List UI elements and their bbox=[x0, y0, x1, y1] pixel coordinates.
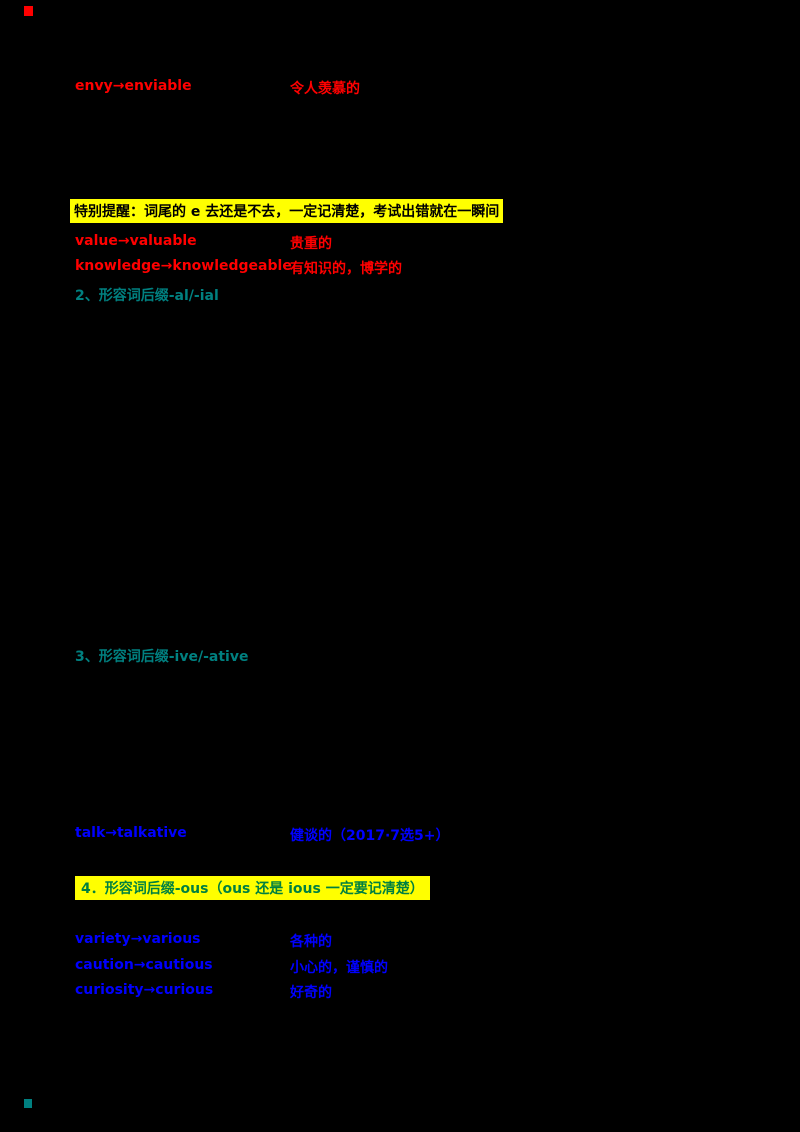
word-meaning: 令人羡慕的 bbox=[290, 81, 360, 97]
word-entry-row: envy→enviable 令人羡慕的 bbox=[0, 78, 800, 97]
word-meaning: 各种的 bbox=[290, 934, 332, 950]
word-entry-row: value→valuable 贵重的 bbox=[0, 233, 800, 252]
word-meaning: 小心的，谨慎的 bbox=[290, 960, 388, 976]
highlight-heading-suffix-ous: 4．形容词后缀-ous（ous 还是 ious 一定要记清楚） bbox=[75, 876, 430, 900]
section-heading-suffix-ive: 3、形容词后缀-ive/-ative bbox=[75, 649, 249, 665]
page-corner-artifact-top bbox=[24, 6, 33, 16]
word-pair: caution→cautious bbox=[75, 957, 213, 973]
word-entry-row: curiosity→curious 好奇的 bbox=[0, 982, 800, 1001]
word-pair: knowledge→knowledgeable bbox=[75, 258, 292, 274]
word-meaning: 贵重的 bbox=[290, 236, 332, 252]
word-pair: curiosity→curious bbox=[75, 982, 214, 998]
page-corner-artifact-bottom bbox=[24, 1099, 32, 1108]
word-entry-row: variety→various 各种的 bbox=[0, 931, 800, 950]
word-pair: variety→various bbox=[75, 931, 201, 947]
word-pair: envy→enviable bbox=[75, 78, 192, 94]
section-heading-suffix-al: 2、形容词后缀-al/-ial bbox=[75, 288, 219, 304]
word-pair: talk→talkative bbox=[75, 825, 187, 841]
word-meaning: 健谈的（2017·7选5+） bbox=[290, 828, 450, 844]
word-meaning: 有知识的，博学的 bbox=[290, 261, 402, 277]
highlight-reminder-final-e: 特别提醒：词尾的 e 去还是不去，一定记清楚，考试出错就在一瞬间 bbox=[70, 199, 504, 223]
word-meaning: 好奇的 bbox=[290, 985, 332, 1001]
word-entry-row: talk→talkative 健谈的（2017·7选5+） bbox=[0, 825, 800, 844]
word-pair: value→valuable bbox=[75, 233, 197, 249]
word-entry-row: caution→cautious 小心的，谨慎的 bbox=[0, 957, 800, 976]
word-entry-row: knowledge→knowledgeable 有知识的，博学的 bbox=[0, 258, 800, 277]
